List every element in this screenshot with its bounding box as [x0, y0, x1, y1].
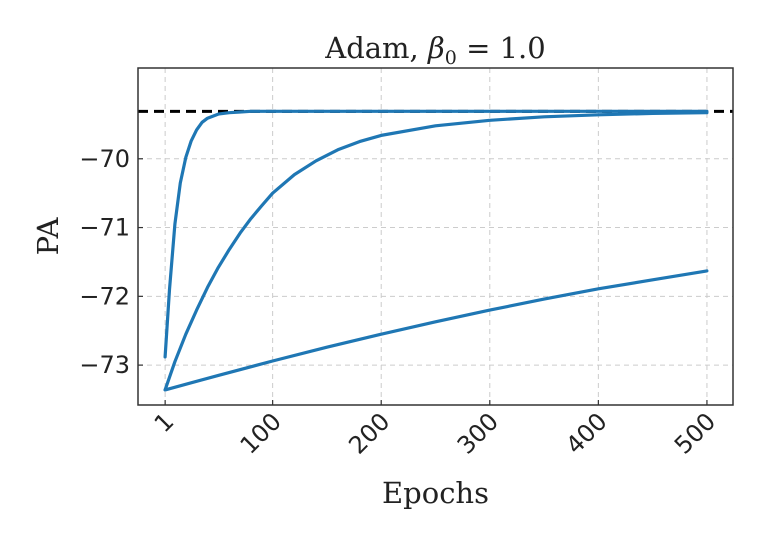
- x-tick-label: 500: [669, 407, 721, 459]
- y-tick-label: −70: [79, 145, 130, 173]
- x-axis-label: Epochs: [382, 476, 489, 510]
- series-line-1: [163, 109, 709, 359]
- y-tick-label: −73: [79, 351, 130, 379]
- chart-title-subscript: 0: [445, 47, 457, 69]
- chart-title-prefix: Adam,: [324, 31, 428, 65]
- series-layer: [163, 109, 709, 392]
- chart-title-symbol: β: [427, 31, 445, 65]
- x-tick-label: 300: [452, 407, 504, 459]
- x-tick-label: 100: [235, 407, 287, 459]
- chart-title-suffix: = 1.0: [457, 31, 546, 65]
- chart-title: Adam, β0 = 1.0: [324, 31, 545, 69]
- x-tick-label: 1: [149, 407, 180, 438]
- series-line-2: [163, 111, 709, 392]
- x-tick-label: 400: [560, 407, 612, 459]
- y-axis-label: PA: [31, 217, 65, 256]
- plot-frame: [137, 67, 734, 406]
- y-tick-label: −72: [79, 282, 130, 310]
- y-tick-label: −71: [79, 214, 130, 242]
- x-tick-label: 200: [343, 407, 395, 459]
- grid: [138, 68, 733, 405]
- ticks-layer: 1 100 200 300 400 500 −70 −71 −72 −73: [79, 145, 721, 460]
- series-line-3: [163, 269, 709, 392]
